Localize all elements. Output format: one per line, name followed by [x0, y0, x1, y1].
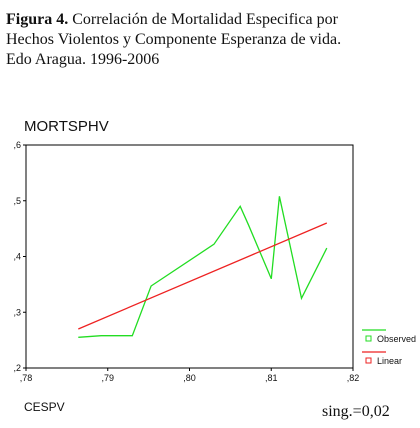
- significance-note: sing.=0,02: [322, 403, 390, 420]
- legend-marker-observed: [365, 335, 372, 342]
- y-tick-label: ,2: [13, 363, 21, 373]
- linear-fit-line: [78, 222, 328, 330]
- legend-label-observed: Observed: [377, 334, 416, 344]
- caption-line-2: Hechos Violentos y Componente Esperanza …: [6, 31, 342, 48]
- legend-label-linear: Linear: [377, 356, 402, 366]
- caption-line-1: Figura 4. Correlación de Mortalidad Espe…: [6, 10, 416, 30]
- plot-frame: [25, 144, 354, 369]
- x-tick-label: ,81: [265, 373, 278, 383]
- x-tick-label: ,80: [183, 373, 196, 383]
- y-tick-label: ,4: [13, 252, 21, 262]
- x-axis-title: CESPV: [24, 400, 65, 414]
- figure-caption: Figura 4. Correlación de Mortalidad Espe…: [6, 10, 416, 70]
- x-tick-label: ,82: [347, 373, 360, 383]
- figure-label: Figura 4.: [6, 11, 69, 28]
- legend-marker-linear: [365, 357, 372, 364]
- observed-series-line: [78, 196, 328, 338]
- x-tick-label: ,79: [101, 373, 114, 383]
- y-tick-label: ,3: [13, 307, 21, 317]
- y-tick-label: ,6: [13, 140, 21, 150]
- y-tick-label: ,5: [13, 196, 21, 206]
- x-tick-label: ,78: [20, 373, 33, 383]
- caption-text-1: Correlación de Mortalidad Especifica por: [68, 11, 338, 28]
- y-axis-title: MORTSPHV: [24, 118, 109, 135]
- caption-line-3: Edo Aragua. 1996-2006: [6, 51, 160, 68]
